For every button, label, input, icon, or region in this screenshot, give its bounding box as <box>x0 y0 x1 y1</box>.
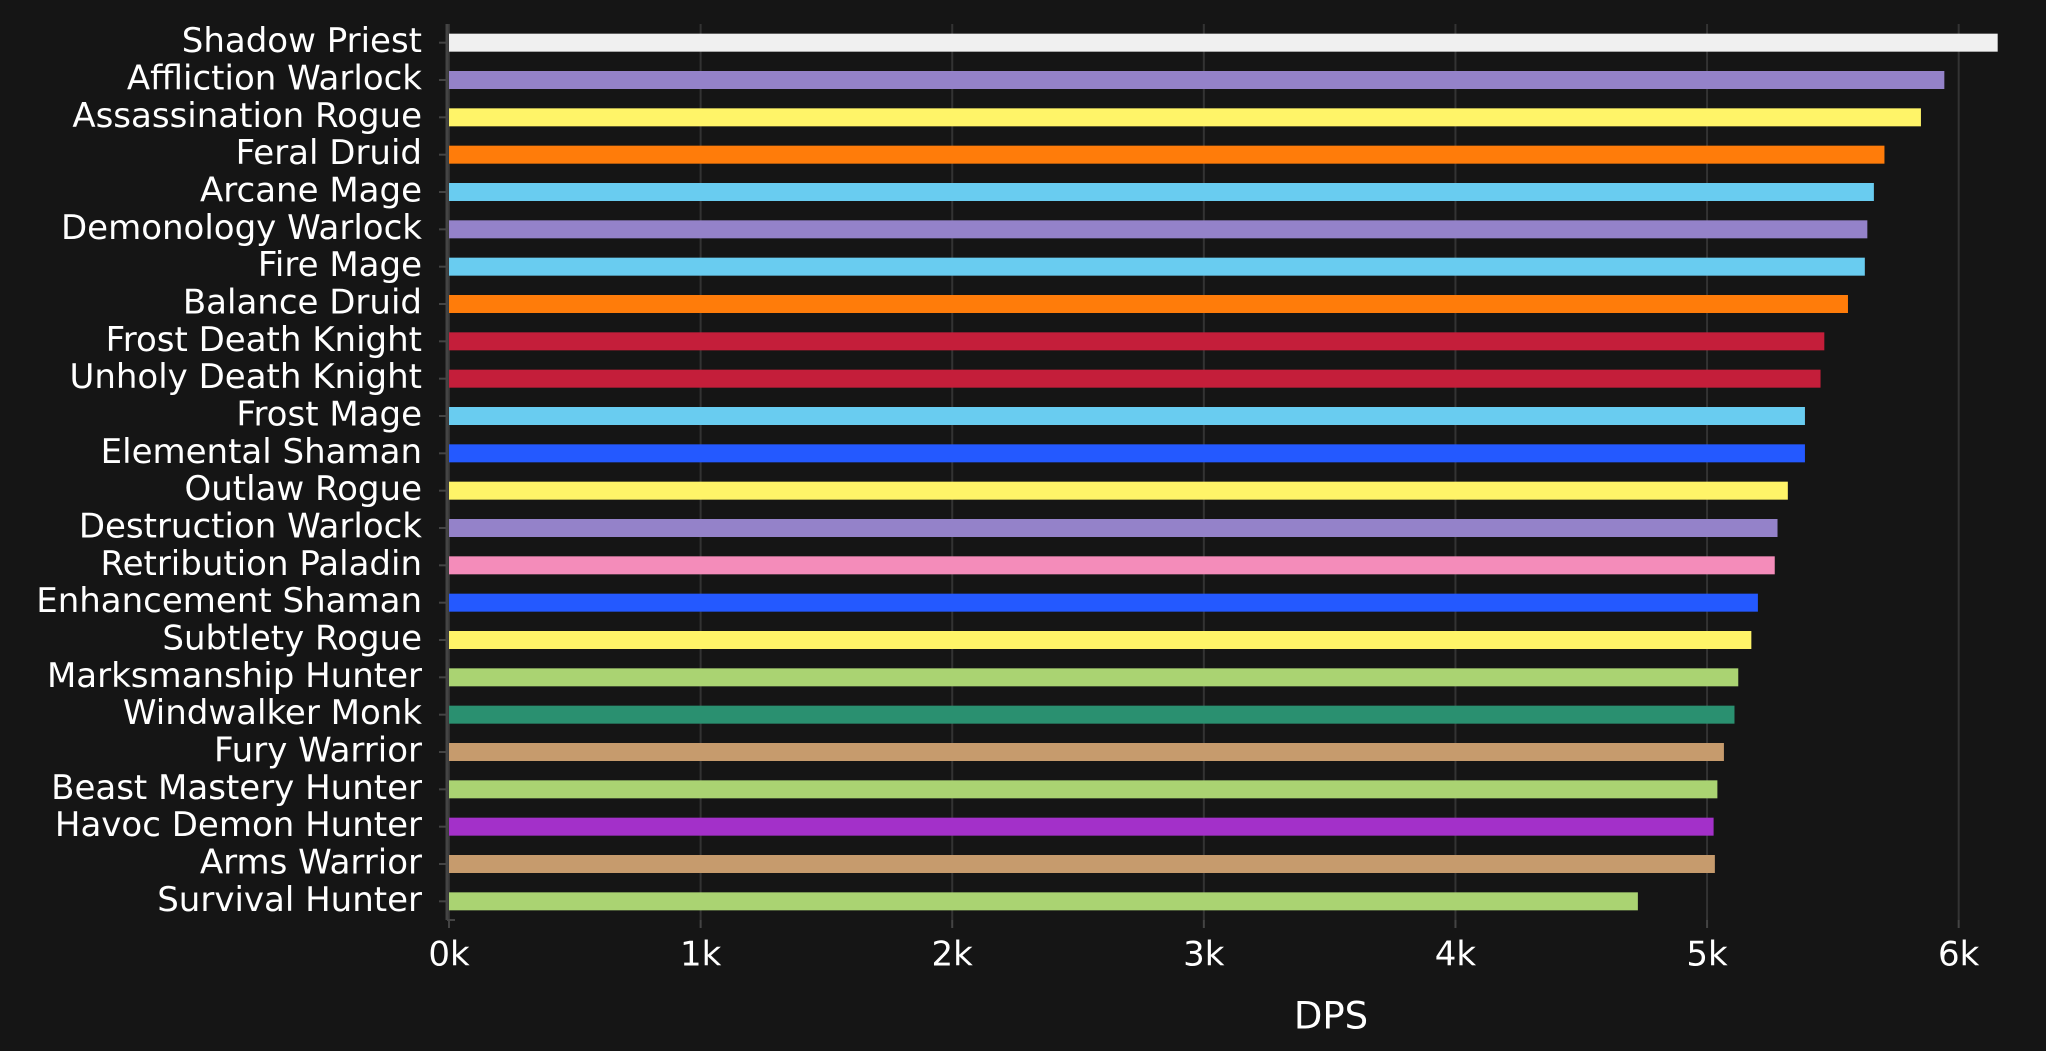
y-tick-label: Demonology Warlock <box>61 208 422 248</box>
bar <box>449 183 1874 201</box>
y-tick-label: Shadow Priest <box>182 21 422 61</box>
bar <box>449 71 1945 89</box>
bar <box>449 108 1921 127</box>
bar <box>449 145 1885 164</box>
x-tick-label: 3k <box>1183 935 1225 975</box>
y-tick-label: Beast Mastery Hunter <box>51 768 422 808</box>
bar <box>449 220 1868 239</box>
y-tick-label: Fury Warrior <box>214 731 422 771</box>
y-tick-label: Unholy Death Knight <box>69 357 422 397</box>
y-tick-label: Destruction Warlock <box>79 507 422 547</box>
y-tick-label: Affliction Warlock <box>127 59 422 99</box>
bar <box>449 556 1775 575</box>
x-tick-label: 4k <box>1435 935 1477 975</box>
x-tick-label: 2k <box>932 935 974 975</box>
bar <box>449 817 1714 836</box>
bar <box>449 444 1805 463</box>
y-tick-label: Windwalker Monk <box>123 693 422 733</box>
bar <box>449 668 1739 687</box>
y-tick-label: Fire Mage <box>258 245 422 285</box>
bar <box>449 519 1778 537</box>
bar <box>449 855 1715 873</box>
x-axis-title: DPS <box>1294 995 1368 1038</box>
bar <box>449 705 1735 724</box>
bar <box>449 780 1718 799</box>
bar <box>449 481 1788 500</box>
y-tick-label: Balance Druid <box>183 283 422 323</box>
x-tick-label: 1k <box>680 935 722 975</box>
y-tick-label: Assassination Rogue <box>72 96 422 136</box>
bar <box>449 332 1825 351</box>
bar <box>449 257 1865 276</box>
y-tick-label: Arcane Mage <box>200 171 422 211</box>
x-tick-label: 6k <box>1938 935 1980 975</box>
y-tick-label: Feral Druid <box>236 133 422 173</box>
y-tick-label: Marksmanship Hunter <box>47 656 422 696</box>
bar <box>449 631 1752 649</box>
y-tick-label: Retribution Paladin <box>100 544 422 584</box>
bar <box>449 369 1821 388</box>
bar <box>449 407 1805 425</box>
y-tick-label: Survival Hunter <box>157 880 422 920</box>
bar <box>449 593 1758 612</box>
y-tick-label: Enhancement Shaman <box>36 581 422 621</box>
x-tick-label: 0k <box>428 935 470 975</box>
y-tick-label: Havoc Demon Hunter <box>55 805 422 845</box>
bar <box>449 743 1724 761</box>
y-tick-label: Arms Warrior <box>200 843 422 883</box>
bar <box>449 33 1998 52</box>
y-tick-label: Elemental Shaman <box>101 432 422 472</box>
x-tick-label: 5k <box>1686 935 1728 975</box>
y-tick-label: Frost Mage <box>236 395 422 435</box>
bar <box>449 295 1848 313</box>
bar <box>449 892 1638 911</box>
y-tick-label: Outlaw Rogue <box>185 469 423 509</box>
y-tick-label: Subtlety Rogue <box>162 619 422 659</box>
y-tick-label: Frost Death Knight <box>106 320 422 360</box>
